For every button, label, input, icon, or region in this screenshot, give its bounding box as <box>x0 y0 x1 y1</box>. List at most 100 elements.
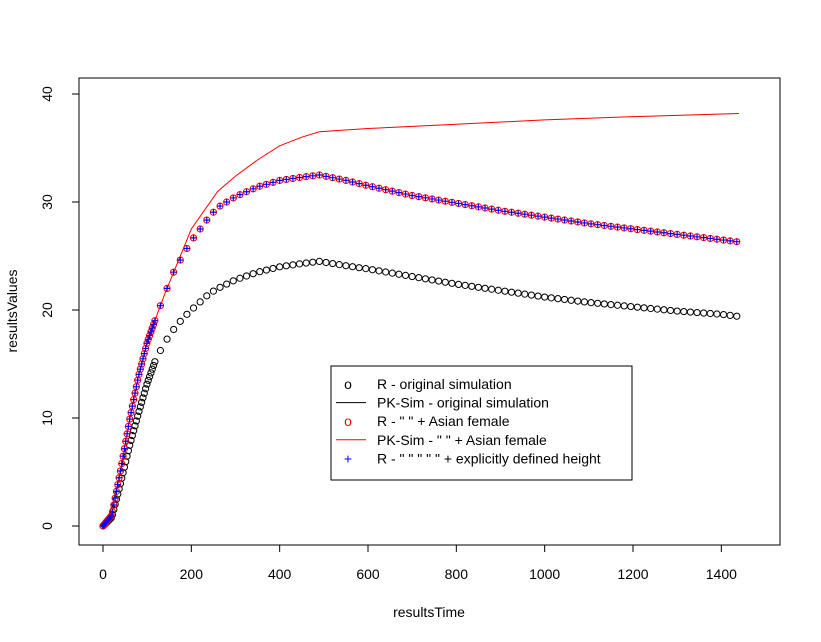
data-point <box>362 182 369 189</box>
x-axis-label: resultsTime <box>393 604 465 620</box>
data-point <box>621 224 628 231</box>
data-point <box>435 277 443 285</box>
data-point <box>534 292 542 300</box>
data-point <box>508 209 515 216</box>
data-point <box>335 175 343 183</box>
data-point <box>574 297 582 305</box>
data-point <box>474 203 483 211</box>
data-point <box>111 494 119 502</box>
data-point <box>140 350 148 358</box>
data-point <box>667 230 674 237</box>
data-point <box>262 180 271 188</box>
data-point <box>127 409 135 417</box>
data-point <box>108 508 117 516</box>
x-tick-label: 200 <box>180 566 204 582</box>
data-point <box>203 292 211 300</box>
data-point <box>693 308 701 317</box>
data-point <box>149 325 156 332</box>
data-point <box>144 376 152 384</box>
data-point <box>151 358 159 366</box>
data-point <box>355 264 363 272</box>
data-point <box>514 209 522 217</box>
data-point <box>554 295 562 303</box>
data-point <box>116 474 123 481</box>
data-point <box>134 377 141 384</box>
data-point <box>627 225 635 233</box>
data-point <box>594 221 601 228</box>
data-point <box>461 281 469 289</box>
data-point <box>488 206 495 213</box>
data-point <box>135 371 142 378</box>
data-point <box>309 172 316 179</box>
data-point <box>362 265 370 273</box>
data-point <box>501 287 509 295</box>
y-tick-label: 20 <box>39 302 55 318</box>
data-point <box>296 174 303 181</box>
data-point <box>421 194 430 202</box>
data-point <box>148 365 156 373</box>
x-tick-label: 800 <box>445 566 469 582</box>
data-point <box>329 174 336 181</box>
data-point <box>120 453 127 460</box>
data-point <box>547 214 555 222</box>
data-point <box>157 302 164 309</box>
data-point <box>673 230 681 238</box>
data-point <box>462 201 469 208</box>
data-point <box>581 219 588 226</box>
data-point <box>594 221 602 229</box>
data-point <box>141 350 148 357</box>
data-point <box>114 481 121 488</box>
data-point <box>408 272 416 281</box>
data-point <box>594 299 602 307</box>
data-point <box>521 210 529 218</box>
x-tick-label: 1000 <box>529 566 560 582</box>
data-point <box>270 179 277 186</box>
data-point <box>627 225 634 232</box>
data-point <box>409 192 416 199</box>
data-point <box>309 172 317 180</box>
data-point <box>135 370 143 378</box>
data-point <box>441 278 449 286</box>
data-point <box>719 310 728 319</box>
data-point <box>142 385 150 393</box>
data-point <box>607 301 615 309</box>
data-point <box>128 402 136 410</box>
data-point <box>574 218 582 226</box>
data-point <box>700 234 708 242</box>
data-point <box>541 213 549 221</box>
data-point <box>376 185 383 192</box>
data-point <box>129 403 136 410</box>
data-point <box>223 199 230 205</box>
data-point <box>429 195 436 202</box>
data-point <box>315 257 324 265</box>
data-point <box>282 175 290 184</box>
data-point <box>236 191 243 198</box>
data-point <box>620 224 628 232</box>
data-point <box>336 176 343 183</box>
data-point <box>468 282 476 290</box>
data-point <box>216 202 224 210</box>
y-axis: 0 10 20 30 40 <box>39 86 80 530</box>
data-point <box>401 271 410 279</box>
data-point <box>209 208 218 216</box>
data-point <box>243 188 250 195</box>
data-point <box>295 173 304 182</box>
data-point <box>121 445 128 452</box>
data-point <box>335 261 343 269</box>
data-point <box>680 307 688 316</box>
legend-circle-key: o <box>344 413 352 429</box>
data-point <box>170 268 178 276</box>
data-point <box>382 186 389 193</box>
data-point <box>554 215 562 223</box>
data-point <box>561 217 568 224</box>
data-point <box>250 185 257 192</box>
data-point <box>128 409 135 416</box>
data-point <box>454 199 463 208</box>
data-point <box>580 298 589 306</box>
data-point <box>116 467 125 475</box>
data-point <box>130 396 137 403</box>
data-point <box>541 214 548 221</box>
data-point <box>139 394 147 402</box>
data-point <box>115 474 123 482</box>
